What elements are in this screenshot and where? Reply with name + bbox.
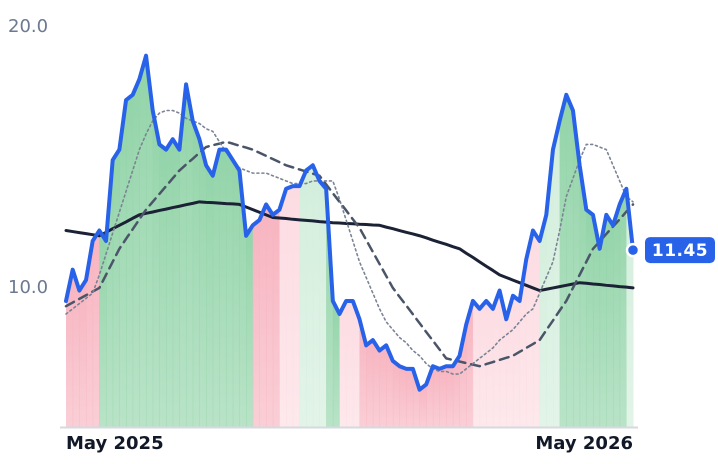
area-segment <box>152 110 160 428</box>
area-segment <box>339 300 347 427</box>
area-segment <box>539 214 547 427</box>
area-segment <box>72 269 80 427</box>
area-segment <box>219 149 227 427</box>
area-segment <box>606 214 614 427</box>
last-value-label: 11.45 <box>652 241 708 261</box>
area-segment <box>132 79 140 428</box>
area-segment <box>292 186 300 427</box>
area-segment <box>472 300 481 427</box>
series-line <box>64 200 635 293</box>
area-segment <box>272 209 280 427</box>
area-segment <box>139 55 147 427</box>
area-segment <box>432 366 441 427</box>
area-segment <box>259 204 267 427</box>
last-point <box>625 242 641 258</box>
area-segment <box>446 366 454 427</box>
area-segment <box>352 300 361 427</box>
area-segment <box>232 160 240 428</box>
area-segment <box>246 225 254 427</box>
area-segment <box>172 139 180 427</box>
area-segment <box>306 165 314 427</box>
area-segment <box>512 295 521 427</box>
area-segment <box>419 384 427 427</box>
series-line <box>65 109 634 375</box>
area-segment <box>332 300 340 427</box>
area-segment <box>586 209 594 427</box>
area-segment <box>79 280 87 427</box>
area-segment <box>346 300 354 427</box>
area-segment <box>552 120 561 427</box>
series-line <box>64 140 635 368</box>
area-segment <box>319 180 327 427</box>
area-segment <box>479 300 487 427</box>
area-segment <box>299 170 307 427</box>
area-segment <box>392 360 401 427</box>
area-segment <box>192 120 200 427</box>
last-value-badge <box>645 237 715 264</box>
area-segment <box>572 110 581 428</box>
area-segment <box>286 186 294 427</box>
area-segment <box>366 340 374 427</box>
area-segment <box>406 368 414 427</box>
area-segment <box>199 139 207 427</box>
area-segment <box>266 204 274 427</box>
area-segment <box>159 144 167 428</box>
area-segment <box>532 230 541 427</box>
area-segment <box>619 188 627 427</box>
area-segment <box>399 366 407 427</box>
area-segment <box>119 100 127 428</box>
area-segment <box>386 345 394 427</box>
area-segment <box>212 149 220 427</box>
area-segment <box>612 204 621 427</box>
area-segment <box>379 345 387 427</box>
area-segment <box>412 368 421 427</box>
area-segment <box>466 300 474 427</box>
area-segment <box>372 340 381 427</box>
area-segment <box>86 240 94 427</box>
x-tick-label: May 2025 <box>66 433 164 454</box>
area-segment <box>526 230 534 427</box>
area-segment <box>279 188 287 427</box>
area-segment <box>566 94 574 428</box>
area-segment <box>312 165 320 427</box>
area-segment <box>186 84 194 428</box>
area-segment <box>579 165 587 427</box>
area-segment <box>92 230 100 427</box>
area-segment <box>252 220 260 427</box>
area-segment <box>146 55 154 427</box>
area-segment <box>166 139 174 427</box>
area-segment <box>112 149 120 427</box>
area-segment <box>99 230 107 427</box>
y-tick-label: 10.0 <box>8 277 48 298</box>
area-segment <box>206 165 214 427</box>
area-segment <box>126 94 134 428</box>
area-segment <box>599 214 607 427</box>
area-segment <box>506 295 514 427</box>
area-segment <box>226 149 234 427</box>
area-segment <box>592 214 601 427</box>
area-segment <box>492 290 501 427</box>
series-line <box>64 53 635 392</box>
area-segment <box>559 94 567 428</box>
x-tick-label: May 2026 <box>535 433 633 454</box>
y-tick-label: 20.0 <box>8 16 48 37</box>
area-segment <box>439 366 447 427</box>
